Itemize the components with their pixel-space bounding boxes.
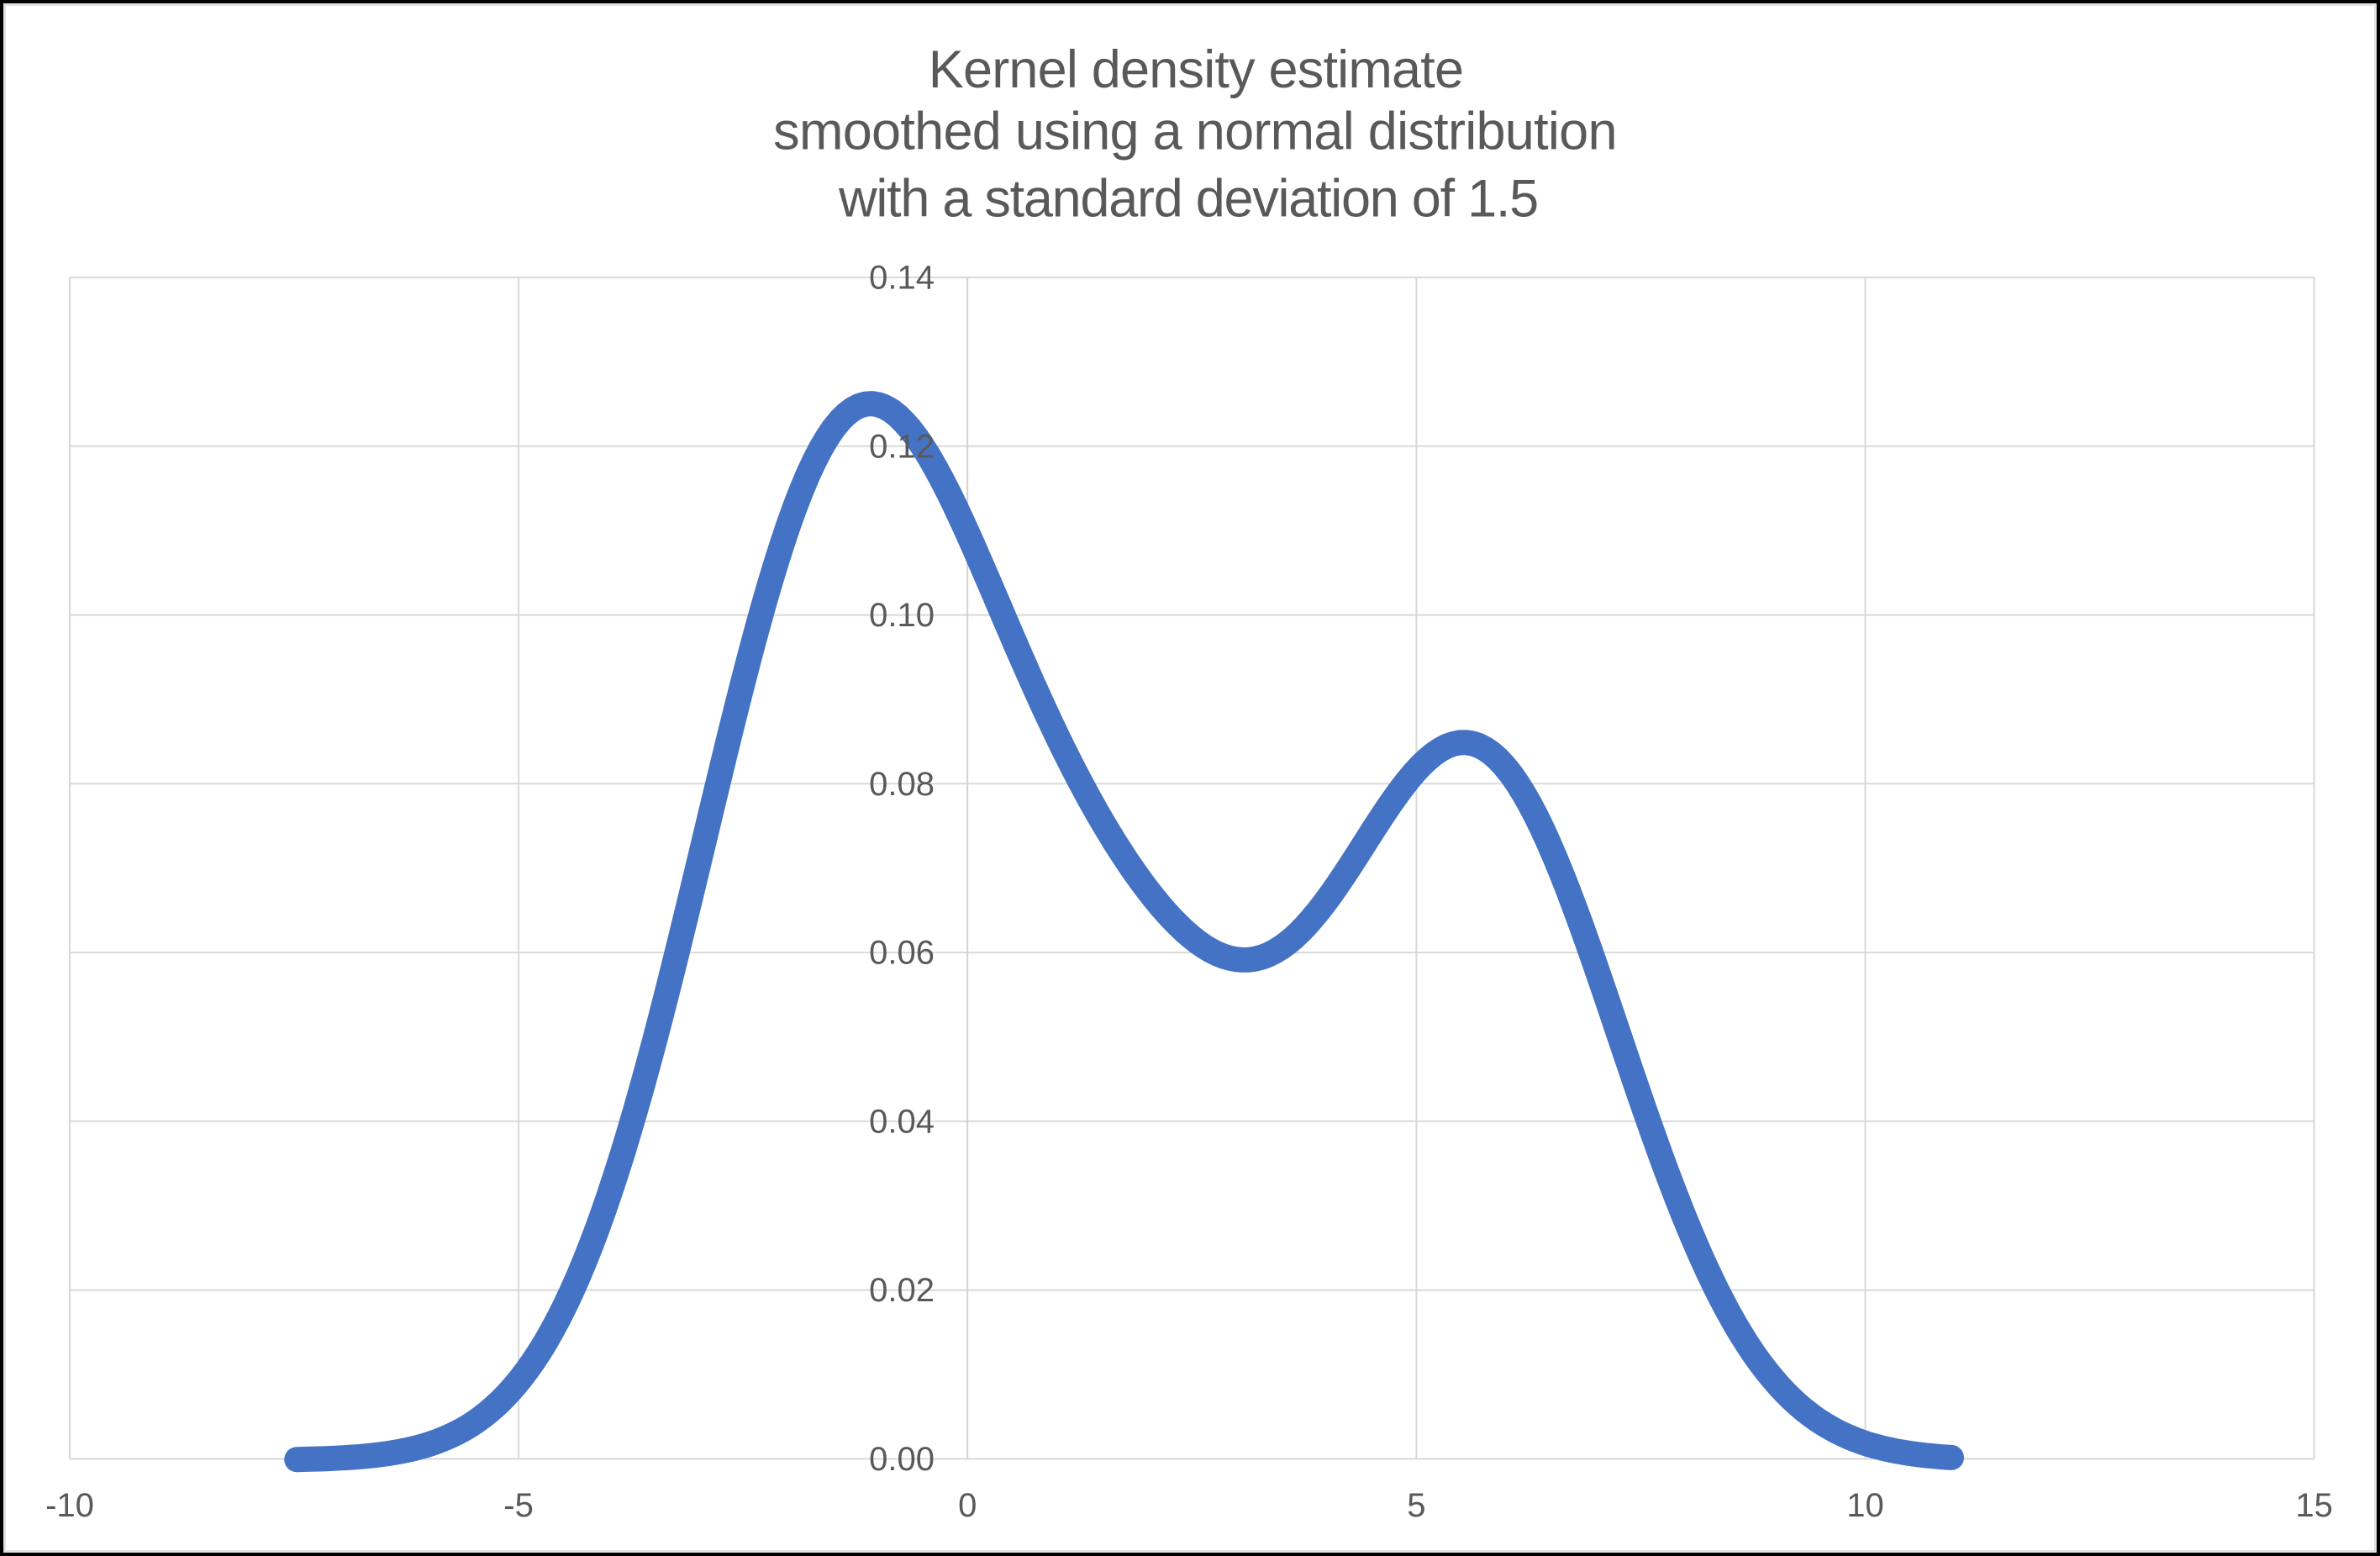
svg-text:0.14: 0.14 (869, 260, 935, 297)
svg-text:-5: -5 (503, 1487, 534, 1524)
svg-text:-10: -10 (45, 1487, 94, 1524)
svg-text:0.00: 0.00 (869, 1441, 935, 1478)
svg-text:0.08: 0.08 (869, 766, 935, 803)
svg-text:smoothed using a normal distri: smoothed using a normal distribution (773, 103, 1617, 161)
svg-text:10: 10 (1846, 1487, 1884, 1524)
svg-text:0.12: 0.12 (869, 428, 935, 465)
svg-text:Kernel density estimate: Kernel density estimate (929, 40, 1463, 99)
svg-text:5: 5 (1407, 1487, 1425, 1524)
svg-text:0: 0 (958, 1487, 977, 1524)
svg-text:with a standard deviation of 1: with a standard deviation of 1.5 (838, 170, 1538, 229)
svg-text:15: 15 (2295, 1487, 2333, 1524)
svg-text:0.02: 0.02 (869, 1272, 935, 1309)
svg-text:0.06: 0.06 (869, 935, 935, 972)
svg-text:0.10: 0.10 (869, 597, 935, 634)
svg-text:0.04: 0.04 (869, 1103, 935, 1140)
